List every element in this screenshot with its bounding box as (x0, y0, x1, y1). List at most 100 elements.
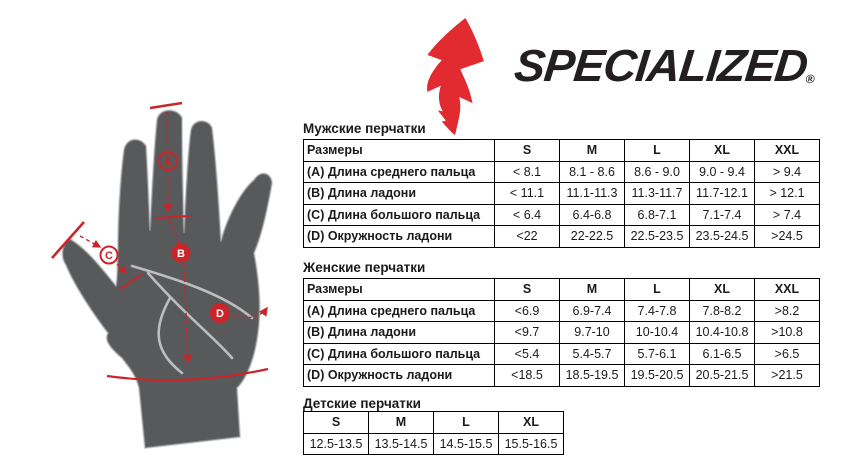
marker-d-label: D (216, 308, 224, 320)
cell: <6.9 (494, 299, 560, 322)
size-header: XL (689, 139, 755, 162)
cell: >21.5 (754, 364, 820, 387)
row-label: (A) Длина среднего пальца (303, 160, 495, 183)
cell: >24.5 (754, 225, 820, 248)
marker-a-circle (158, 151, 178, 171)
cell: <9.7 (494, 321, 560, 344)
cell: <22 (494, 225, 560, 248)
size-header: XL (498, 411, 564, 434)
cell: > 7.4 (754, 203, 820, 226)
corner-cell: Размеры (303, 139, 495, 162)
marker-a-label: A (164, 156, 172, 168)
size-header: XXL (754, 278, 820, 301)
cell: 19.5-20.5 (624, 364, 690, 387)
table-row: (C) Длина большого пальца <5.4 5.4-5.7 5… (303, 342, 820, 365)
row-label: (C) Длина большого пальца (303, 203, 495, 226)
row-label: (B) Длина ладони (303, 321, 495, 344)
marker-c-circle (99, 245, 119, 265)
size-header: M (559, 139, 625, 162)
cell: <18.5 (494, 364, 560, 387)
cell: 10-10.4 (624, 321, 690, 344)
size-header: XXL (754, 139, 820, 162)
a-tip-ruler-line (149, 101, 183, 110)
cell: 5.4-5.7 (559, 342, 625, 365)
cell: 6.8-7.1 (624, 203, 690, 226)
table-row: (C) Длина большого пальца < 6.4 6.4-6.8 … (303, 203, 820, 226)
row-label: (C) Длина большого пальца (303, 342, 495, 365)
cell: 18.5-19.5 (559, 364, 625, 387)
mens-table-title: Мужские перчатки (303, 121, 426, 136)
c-base-tick (119, 273, 143, 290)
cell: > 9.4 (754, 160, 820, 183)
a-dashed-line (163, 111, 173, 213)
cell: < 8.1 (494, 160, 560, 183)
row-label: (B) Длина ладони (303, 182, 495, 205)
cell: 11.1-11.3 (559, 182, 625, 205)
table-row: (D) Окружность ладони <18.5 18.5-19.5 19… (303, 364, 820, 387)
cell: 6.1-6.5 (689, 342, 755, 365)
palm-crease-lines (130, 264, 254, 375)
cell: 8.6 - 9.0 (624, 160, 690, 183)
measurement-annotations (51, 101, 269, 382)
marker-d-circle (210, 303, 230, 323)
row-label: (D) Окружность ладони (303, 225, 495, 248)
size-header: S (494, 278, 560, 301)
womens-table-title: Женские перчатки (303, 260, 426, 275)
table-row: (D) Окружность ладони <22 22-22.5 22.5-2… (303, 225, 820, 248)
size-header: L (624, 139, 690, 162)
cell: 11.7-12.1 (689, 182, 755, 205)
cell: 11.3-11.7 (624, 182, 690, 205)
cell: 7.4-7.8 (624, 299, 690, 322)
cell: 22.5-23.5 (624, 225, 690, 248)
cell: > 12.1 (754, 182, 820, 205)
cell: >8.2 (754, 299, 820, 322)
womens-size-table: Размеры S M L XL XXL (A) Длина среднего … (303, 278, 820, 387)
hand-measurement-diagram: A B C D (51, 101, 273, 449)
cell: 23.5-24.5 (689, 225, 755, 248)
cell: < 11.1 (494, 182, 560, 205)
size-header: L (433, 411, 499, 434)
table-header-row: S M L XL (303, 411, 564, 434)
brand-name: SPECIALIZED (512, 40, 810, 91)
brand-logo-text: SPECIALIZED® (512, 40, 819, 92)
table-row: 12.5-13.5 13.5-14.5 14.5-15.5 15.5-16.5 (303, 432, 564, 455)
table-row: (B) Длина ладони <9.7 9.7-10 10-10.4 10.… (303, 321, 820, 344)
cell: 6.9-7.4 (559, 299, 625, 322)
size-header: L (624, 278, 690, 301)
corner-cell: Размеры (303, 278, 495, 301)
cell: 13.5-14.5 (368, 432, 434, 455)
specialized-s-icon (427, 18, 484, 135)
marker-b-label: B (177, 248, 185, 260)
cell: 9.7-10 (559, 321, 625, 344)
size-header: M (559, 278, 625, 301)
marker-c-label: C (105, 250, 113, 262)
a-base-tick (155, 215, 191, 219)
cell: 9.0 - 9.4 (689, 160, 755, 183)
cell: < 6.4 (494, 203, 560, 226)
table-header-row: Размеры S M L XL XXL (303, 139, 820, 162)
row-label: (D) Окружность ладони (303, 364, 495, 387)
row-label: (A) Длина среднего пальца (303, 299, 495, 322)
hand-silhouette (61, 109, 273, 449)
size-header: S (494, 139, 560, 162)
c-dashed-arrow-2 (116, 263, 127, 274)
mens-size-table: Размеры S M L XL XXL (A) Длина среднего … (303, 139, 820, 248)
cell: >6.5 (754, 342, 820, 365)
c-dashed-arrow-1 (79, 235, 102, 248)
cell: <5.4 (494, 342, 560, 365)
cell: 15.5-16.5 (498, 432, 564, 455)
cell: 5.7-6.1 (624, 342, 690, 365)
size-header: S (303, 411, 369, 434)
cell: 10.4-10.8 (689, 321, 755, 344)
size-header: M (368, 411, 434, 434)
cell: 7.8-8.2 (689, 299, 755, 322)
table-header-row: Размеры S M L XL XXL (303, 278, 820, 301)
cell: 14.5-15.5 (433, 432, 499, 455)
cell: 12.5-13.5 (303, 432, 369, 455)
b-dashed-lower (183, 263, 193, 364)
marker-b-circle (171, 243, 191, 263)
cell: 7.1-7.4 (689, 203, 755, 226)
table-row: (B) Длина ладони < 11.1 11.1-11.3 11.3-1… (303, 182, 820, 205)
kids-size-table: S M L XL 12.5-13.5 13.5-14.5 14.5-15.5 1… (303, 411, 564, 455)
